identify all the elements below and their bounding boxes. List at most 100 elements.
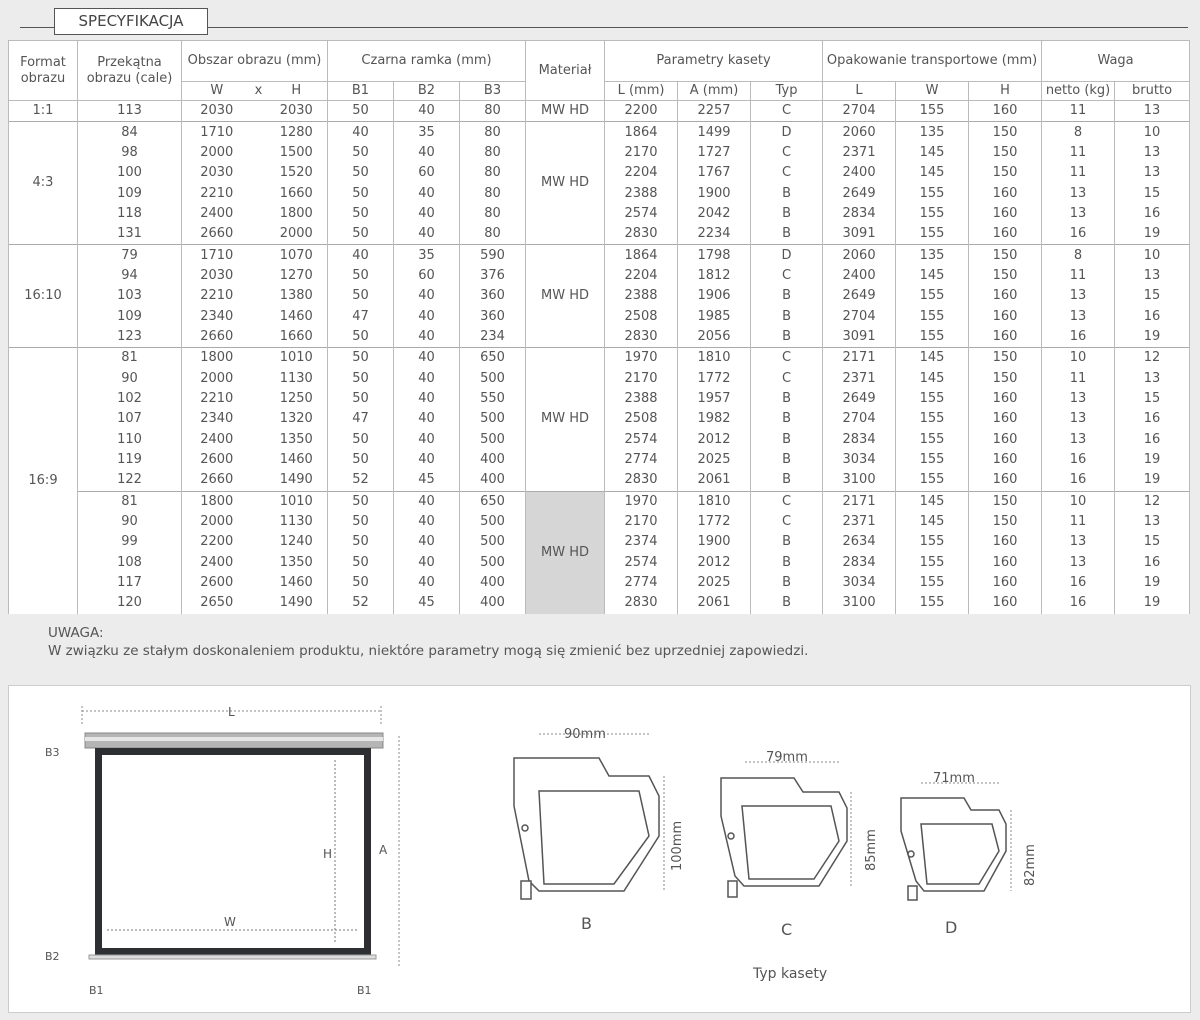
cassette-l-cell: 2574 <box>604 429 679 450</box>
weight-net-cell: 13 <box>1041 429 1116 450</box>
x-spacer <box>252 306 266 326</box>
b2-cell: 40 <box>393 552 460 573</box>
subheader-3: B1 <box>327 81 394 101</box>
b3-cell: 550 <box>458 388 527 410</box>
pack-w-cell: 155 <box>895 306 970 327</box>
label-L: L <box>228 705 235 719</box>
b1-cell: 50 <box>327 265 394 287</box>
b3-cell: 80 <box>458 99 527 122</box>
width-cell: 2000 <box>181 511 252 533</box>
cassette-type-cell: C <box>750 265 824 287</box>
cassette-type-cell: B <box>750 326 824 348</box>
x-spacer <box>252 512 266 532</box>
pack-h-cell: 160 <box>968 306 1043 327</box>
x-spacer <box>252 450 266 470</box>
cassette-a-cell: 2061 <box>677 470 752 492</box>
label-W: W <box>224 915 236 929</box>
subheader-9: L <box>822 81 897 101</box>
cassette-a-cell: 1957 <box>677 388 752 410</box>
pack-w-cell: 145 <box>895 163 970 184</box>
label-H: H <box>323 847 332 861</box>
label-A: A <box>379 843 388 857</box>
pack-h-cell: 160 <box>968 593 1043 614</box>
pack-l-cell: 3034 <box>822 449 897 471</box>
x-spacer <box>252 286 266 306</box>
table-row: 102 2210 1250 50 40 550 2388 1957 B 2649 155 160 13 1… <box>9 388 1191 410</box>
diagonal-cell: 79 <box>77 244 182 266</box>
height-cell: 1460 <box>265 449 328 471</box>
b2-cell: 40 <box>393 449 460 471</box>
cassette-b-width: 90mm <box>564 727 606 742</box>
cassette-type-cell: B <box>750 286 824 307</box>
b1-cell: 47 <box>327 409 394 430</box>
pack-l-cell: 2171 <box>822 347 897 369</box>
weight-gross-cell: 13 <box>1114 163 1191 184</box>
cassette-a-cell: 1772 <box>677 368 752 389</box>
x-spacer <box>251 99 266 122</box>
width-cell: 2600 <box>181 572 252 594</box>
b1-cell: 50 <box>327 490 394 512</box>
weight-gross-cell: 12 <box>1114 347 1191 369</box>
note: UWAGA: W związku ze stałym doskonaleniem… <box>48 624 808 660</box>
weight-net-cell: 13 <box>1041 388 1116 410</box>
pack-l-cell: 3091 <box>822 224 897 245</box>
weight-net-cell: 16 <box>1041 224 1116 245</box>
pack-l-cell: 3034 <box>822 572 897 594</box>
pack-w-cell: 145 <box>895 142 970 164</box>
height-cell: 1280 <box>265 121 328 143</box>
cassette-l-cell: 2774 <box>604 572 679 594</box>
format-cell: 16:10 <box>8 244 78 348</box>
pack-l-cell: 2171 <box>822 490 897 512</box>
height-cell: 1660 <box>265 183 328 204</box>
table-row: 109 2340 1460 47 40 360 2508 1985 B 2704 155 160 13 1… <box>9 306 1191 327</box>
weight-gross-cell: 16 <box>1114 306 1191 327</box>
x-spacer <box>252 266 266 286</box>
cassette-d-drawing <box>900 782 1012 901</box>
table-row: 98 2000 1500 50 40 80 2170 1727 C 2371 145 150 11 13 <box>9 142 1191 164</box>
cassette-l-cell: 2374 <box>604 532 679 553</box>
weight-net-cell: 16 <box>1041 572 1116 594</box>
width-cell: 2400 <box>181 203 252 225</box>
note-text: W związku ze stałym doskonaleniem produk… <box>48 643 809 659</box>
diagonal-cell: 90 <box>77 368 182 389</box>
b3-cell: 360 <box>458 286 527 307</box>
table-row: 100 2030 1520 50 60 80 2204 1767 C 2400 145 150 11 13 <box>9 163 1191 184</box>
b3-cell: 500 <box>458 552 527 573</box>
pack-w-cell: 155 <box>895 409 970 430</box>
cassette-l-cell: 2830 <box>604 593 679 614</box>
width-cell: 2030 <box>181 265 252 287</box>
cassette-type-cell: C <box>750 347 824 369</box>
b1-cell: 50 <box>327 449 394 471</box>
section-divider <box>20 27 1188 28</box>
cassette-type-cell: B <box>750 203 824 225</box>
table-row: 99 2200 1240 50 40 500 2374 1900 B 2634 155 160 13 15 <box>9 532 1191 553</box>
b2-cell: 40 <box>393 409 460 430</box>
label-B3: B3 <box>45 746 60 759</box>
diagonal-cell: 90 <box>77 511 182 533</box>
diagonal-cell: 113 <box>77 99 182 122</box>
height-cell: 1130 <box>265 368 328 389</box>
b2-cell: 40 <box>393 142 460 164</box>
screen-diagram: L A H W B3 B2 B1 B1 <box>45 705 400 997</box>
weight-gross-cell: 15 <box>1114 183 1191 204</box>
header-packaging: Opakowanie transportowe (mm) <box>822 40 1043 82</box>
b1-cell: 40 <box>327 121 394 143</box>
cassette-l-cell: 2774 <box>604 449 679 471</box>
x-spacer <box>252 368 266 388</box>
b3-cell: 80 <box>458 142 527 164</box>
cassette-l-cell: 2388 <box>604 388 679 410</box>
pack-h-cell: 160 <box>968 409 1043 430</box>
pack-l-cell: 2400 <box>822 163 897 184</box>
cassette-type-cell: B <box>750 224 824 245</box>
cassette-l-cell: 2170 <box>604 368 679 389</box>
weight-gross-cell: 15 <box>1114 388 1191 410</box>
b3-cell: 500 <box>458 511 527 533</box>
pack-w-cell: 145 <box>895 265 970 287</box>
b1-cell: 50 <box>327 429 394 450</box>
cassette-a-cell: 2042 <box>677 203 752 225</box>
table-row: 4:3 84 1710 1280 40 35 80 MW HD 1864 1499 D 2060 135… <box>8 121 1191 245</box>
pack-w-cell: 135 <box>895 244 970 266</box>
height-cell: 1500 <box>265 142 328 164</box>
weight-net-cell: 13 <box>1041 532 1116 553</box>
pack-h-cell: 160 <box>968 470 1043 492</box>
